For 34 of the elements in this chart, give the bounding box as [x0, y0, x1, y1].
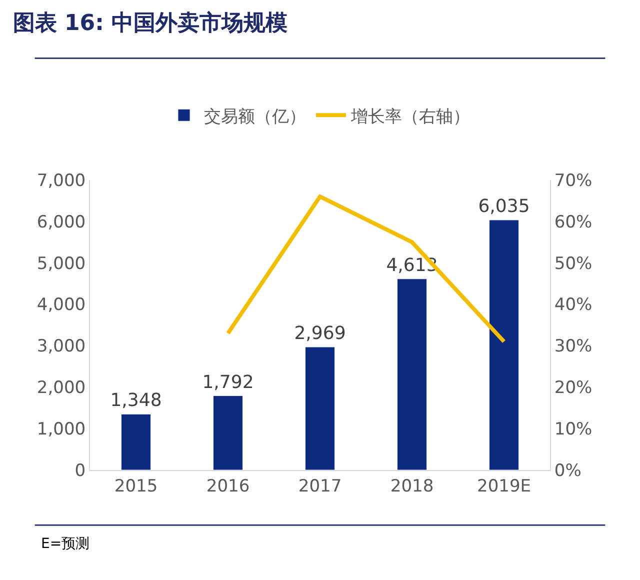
y2-tick-label: 30% — [554, 336, 592, 357]
x-tick-label: 2018 — [390, 476, 434, 496]
legend-label: 交易额（亿） — [204, 106, 306, 127]
bar — [489, 220, 519, 470]
y2-tick-label: 10% — [554, 420, 592, 440]
y-tick-label: 4,000 — [36, 295, 86, 316]
text: E=预测 — [41, 536, 90, 552]
x-tick-label: 2016 — [206, 476, 250, 496]
y-tick-label: 6,000 — [36, 212, 86, 232]
x-tick-label: 2019E — [476, 476, 532, 496]
bar — [305, 346, 335, 470]
bar — [397, 278, 427, 470]
y-tick-label: 0 — [74, 460, 86, 481]
y2-tick-label: 20% — [554, 378, 592, 398]
y-tick-label: 3,000 — [36, 336, 86, 357]
x-tick-label: 2017 — [298, 476, 342, 496]
y-tick-label: 7,000 — [36, 170, 86, 191]
y2-tick-label: 40% — [554, 295, 592, 316]
data-label: 1,348 — [110, 390, 162, 412]
x-tick-label: 2015 — [114, 476, 158, 496]
legend-label: 增长率（右轴） — [350, 106, 470, 127]
bar — [121, 414, 151, 470]
y-tick-label: 5,000 — [36, 254, 86, 274]
y2-tick-label: 0% — [554, 460, 582, 481]
data-label: 2,969 — [294, 323, 346, 344]
y2-tick-label: 50% — [554, 254, 592, 274]
y2-tick-label: 60% — [554, 212, 592, 232]
y2-tick-label: 70% — [554, 170, 592, 191]
chart-title: 图表 16: 中国外卖市场规模 — [12, 10, 288, 36]
y-tick-label: 2,000 — [36, 378, 86, 398]
data-label: 1,792 — [202, 372, 254, 393]
data-label: 6,035 — [478, 196, 530, 217]
y-tick-label: 1,000 — [36, 420, 86, 440]
bar — [213, 396, 243, 470]
